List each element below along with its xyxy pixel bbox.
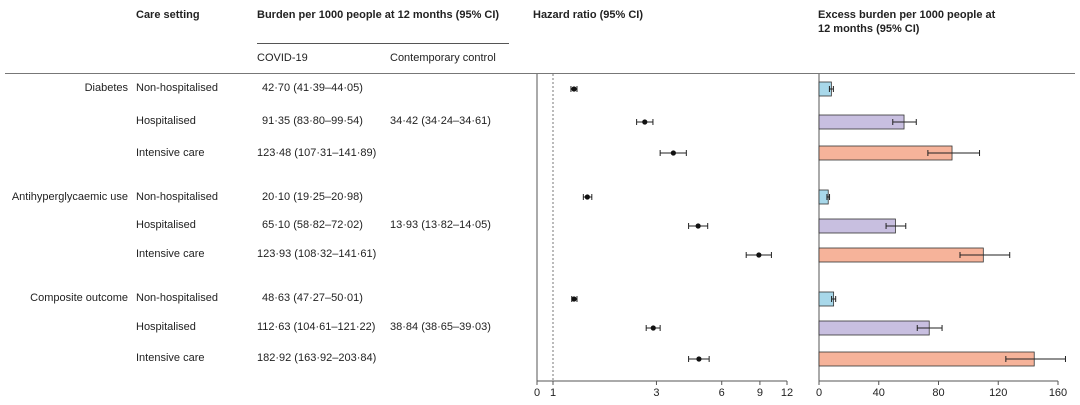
hr-tick-label: 12 bbox=[781, 387, 793, 399]
setting-label: Hospitalised bbox=[136, 321, 196, 333]
eb-bar bbox=[818, 247, 984, 263]
eb-bar bbox=[818, 320, 930, 336]
care-setting-header: Care setting bbox=[136, 9, 200, 21]
setting-label: Non-hospitalised bbox=[136, 191, 218, 203]
setting-label: Hospitalised bbox=[136, 219, 196, 231]
eb-tick-label: 80 bbox=[932, 387, 944, 399]
hr-tick-label: 9 bbox=[757, 387, 763, 399]
setting-label: Intensive care bbox=[136, 352, 205, 364]
group-label-diabetes: Diabetes bbox=[84, 82, 128, 94]
covid-burden-value: 48·63 (47·27–50·01) bbox=[262, 292, 363, 304]
covid-burden-value: 112·63 (104·61–121·22) bbox=[257, 321, 376, 333]
hr-point bbox=[650, 325, 656, 331]
burden-header-rule bbox=[257, 43, 509, 44]
hr-point bbox=[571, 86, 577, 92]
covid-burden-value: 182·92 (163·92–203·84) bbox=[257, 352, 377, 364]
setting-label: Hospitalised bbox=[136, 115, 196, 127]
covid-burden-value: 42·70 (41·39–44·05) bbox=[262, 82, 363, 94]
excess-header-line2: 12 months (95% CI) bbox=[818, 23, 920, 35]
hr-tick-label: 1 bbox=[550, 387, 556, 399]
excess-header-line1: Excess burden per 1000 people at bbox=[818, 9, 996, 21]
hr-tick-label: 3 bbox=[653, 387, 659, 399]
eb-bar bbox=[818, 351, 1035, 367]
setting-label: Intensive care bbox=[136, 248, 205, 260]
covid-burden-value: 91·35 (83·80–99·54) bbox=[262, 115, 363, 127]
setting-label: Intensive care bbox=[136, 147, 205, 159]
eb-tick-label: 120 bbox=[989, 387, 1007, 399]
hazard-header: Hazard ratio (95% CI) bbox=[533, 9, 644, 21]
setting-label: Non-hospitalised bbox=[136, 292, 218, 304]
control-burden-value: 34·42 (34·24–34·61) bbox=[390, 115, 491, 127]
control-burden-value: 38·84 (38·65–39·03) bbox=[390, 321, 491, 333]
control-subheader: Contemporary control bbox=[390, 52, 496, 64]
hr-point bbox=[695, 223, 701, 229]
eb-bar bbox=[818, 218, 896, 234]
setting-label: Non-hospitalised bbox=[136, 82, 218, 94]
covid-burden-value: 20·10 (19·25–20·98) bbox=[262, 191, 363, 203]
covid-subheader: COVID-19 bbox=[257, 52, 308, 64]
hr-point bbox=[584, 194, 590, 200]
covid-burden-value: 123·48 (107·31–141·89) bbox=[257, 147, 377, 159]
burden-header: Burden per 1000 people at 12 months (95%… bbox=[257, 9, 500, 21]
hr-tick-label: 0 bbox=[534, 387, 540, 399]
hr-point bbox=[756, 252, 762, 258]
eb-bar bbox=[818, 114, 905, 130]
control-burden-value: 13·93 (13·82–14·05) bbox=[390, 219, 491, 231]
eb-tick-label: 40 bbox=[873, 387, 885, 399]
covid-burden-value: 123·93 (108·32–141·61) bbox=[257, 248, 377, 260]
table-top-rule bbox=[5, 73, 1075, 74]
hr-point bbox=[696, 356, 702, 362]
hr-point bbox=[670, 150, 676, 156]
covid-burden-value: 65·10 (58·82–72·02) bbox=[262, 219, 363, 231]
hr-tick-label: 6 bbox=[719, 387, 725, 399]
hr-point bbox=[642, 119, 648, 125]
group-label-antihyperglycaemic: Antihyperglycaemic use bbox=[11, 191, 128, 203]
eb-tick-label: 0 bbox=[816, 387, 822, 399]
group-label-composite: Composite outcome bbox=[30, 292, 128, 304]
eb-tick-label: 160 bbox=[1049, 387, 1067, 399]
hr-point bbox=[571, 296, 577, 302]
